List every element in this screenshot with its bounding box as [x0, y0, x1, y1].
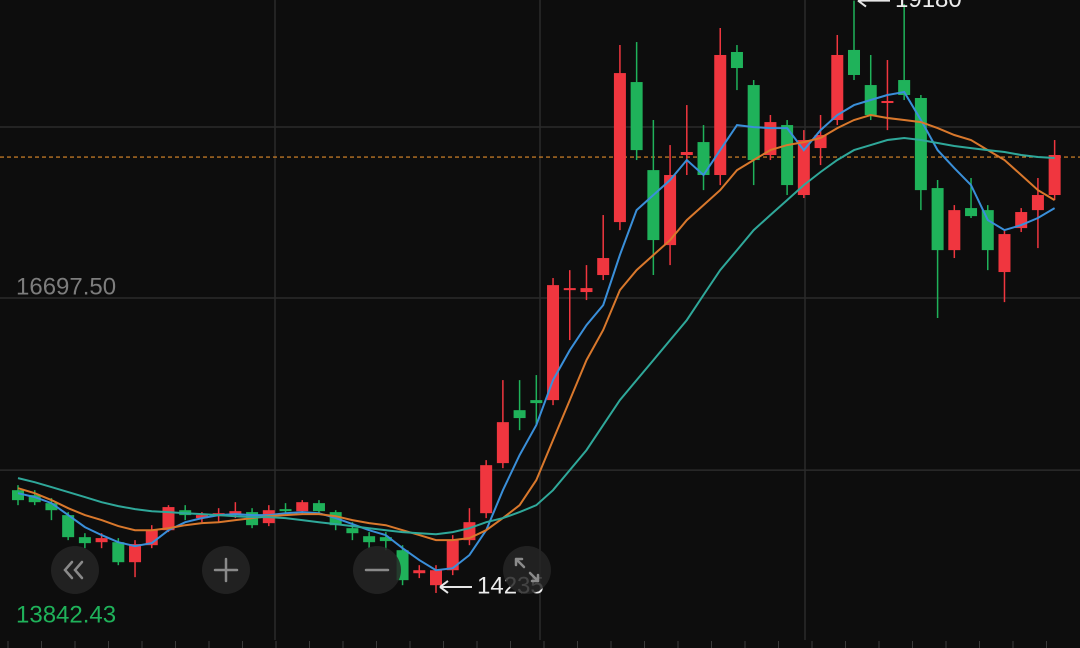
candle: [848, 0, 860, 81]
candle-body: [346, 528, 359, 534]
candle: [664, 145, 677, 266]
candle-body: [630, 82, 643, 151]
fullscreen-button[interactable]: [503, 546, 551, 594]
candle: [413, 565, 426, 579]
candle-body: [496, 422, 509, 464]
candle-body: [1048, 155, 1061, 196]
candle: [781, 120, 794, 196]
controls: [51, 546, 551, 594]
candle-body: [898, 80, 911, 95]
candle-body: [129, 544, 142, 563]
candle-body: [379, 537, 392, 542]
candle-body: [747, 85, 760, 161]
candle-body: [547, 285, 560, 401]
candle-body: [430, 570, 442, 586]
candle-body: [62, 515, 75, 538]
candle: [547, 278, 560, 406]
vertical-grid: [274, 0, 806, 640]
moving-average-line: [17, 113, 1056, 542]
candle: [580, 265, 593, 301]
candle-body: [446, 540, 459, 571]
candle-body: [831, 54, 844, 121]
candle: [480, 460, 493, 519]
candle-body: [1015, 212, 1028, 229]
candle-body: [480, 465, 493, 514]
candle-body: [764, 122, 777, 156]
candle-body: [881, 100, 894, 104]
candle-body: [613, 73, 626, 223]
candle: [931, 180, 944, 319]
candle-body: [413, 570, 426, 574]
candle: [981, 205, 994, 271]
candle: [78, 533, 91, 549]
candle: [697, 125, 710, 191]
candle: [747, 80, 760, 186]
candle-body: [563, 288, 576, 291]
candle: [563, 270, 576, 341]
candle-body: [998, 234, 1011, 273]
candle-body: [730, 51, 743, 69]
candle: [45, 498, 58, 521]
candle: [513, 380, 526, 431]
candle-body: [597, 258, 610, 276]
candle: [1048, 140, 1061, 201]
candle-body: [647, 170, 660, 241]
candle: [948, 205, 961, 259]
candle-body: [28, 495, 41, 503]
candle: [530, 375, 543, 426]
candle-body: [948, 210, 961, 251]
candle: [831, 34, 844, 126]
candle: [363, 532, 376, 549]
y-tick-label: 16697.50: [16, 273, 116, 300]
candle: [680, 105, 693, 176]
zoom-out-button[interactable]: [353, 546, 401, 594]
candle-body: [363, 536, 376, 543]
scroll-back-button[interactable]: [51, 546, 99, 594]
candle-body: [697, 142, 710, 176]
candle-body: [981, 210, 994, 251]
candle-body: [1031, 195, 1044, 211]
candle-body: [580, 288, 593, 293]
candle: [1015, 208, 1028, 233]
candle-body: [848, 49, 860, 75]
candle-body: [965, 208, 978, 217]
candle: [998, 230, 1011, 303]
candle: [630, 42, 643, 161]
candle-body: [931, 188, 944, 251]
candle: [898, 4, 911, 101]
zoom-in-button[interactable]: [202, 546, 250, 594]
candle-body: [797, 140, 810, 196]
y-tick-label: 13842.43: [16, 601, 116, 628]
marker-arrow: [857, 0, 890, 8]
candle-body: [781, 125, 794, 186]
candle: [597, 215, 610, 281]
marker-label: 19180: [895, 0, 962, 13]
candle-body: [513, 410, 526, 419]
candle: [312, 500, 325, 515]
candle-body: [296, 502, 309, 512]
candle: [496, 380, 509, 469]
candle-body: [112, 542, 125, 563]
candle-body: [680, 152, 693, 156]
candle-body: [12, 490, 24, 501]
candle: [730, 45, 743, 91]
marker-arrow: [439, 580, 472, 594]
candle-body: [530, 400, 543, 404]
candle: [647, 120, 660, 276]
candle: [613, 45, 626, 231]
candle-body: [312, 503, 325, 512]
candle: [62, 512, 75, 541]
candle-body: [95, 538, 108, 543]
candle-body: [229, 511, 242, 515]
moving-average-line: [17, 136, 1055, 536]
candle-body: [78, 537, 91, 544]
candle: [764, 115, 777, 161]
candle-body: [664, 175, 677, 246]
candle-body: [195, 515, 208, 519]
moving-average-line: [17, 90, 1056, 572]
candle-body: [279, 509, 292, 512]
candle-body: [45, 503, 58, 511]
